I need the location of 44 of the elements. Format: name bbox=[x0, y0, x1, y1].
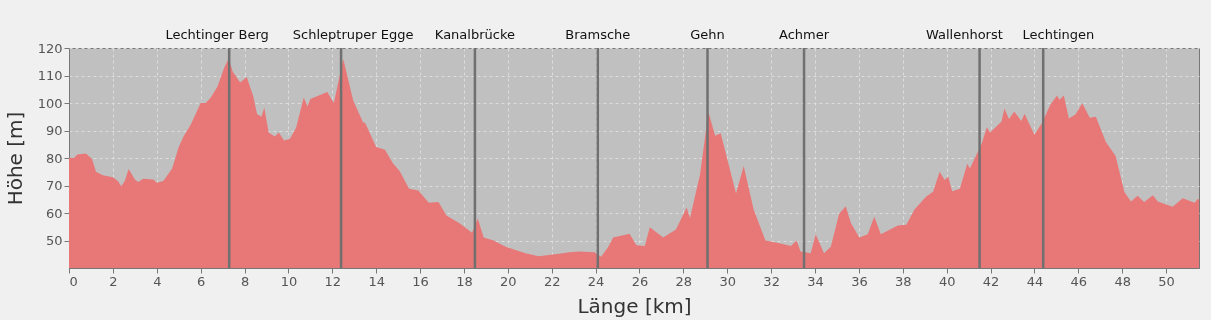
x-tick-label: 16 bbox=[412, 273, 429, 289]
ref-line-label: Bramsche bbox=[565, 27, 631, 42]
y-tick-label: 120 bbox=[37, 40, 63, 56]
y-tick-label: 90 bbox=[45, 123, 63, 138]
x-tick-label: 34 bbox=[807, 273, 824, 289]
x-tick-label: 50 bbox=[1158, 273, 1175, 289]
x-tick-label: 26 bbox=[631, 273, 649, 289]
x-tick-label: 44 bbox=[1026, 273, 1044, 289]
x-tick-label: 4 bbox=[153, 273, 162, 289]
x-tick-label: 38 bbox=[895, 273, 912, 289]
x-tick-label: 46 bbox=[1070, 273, 1088, 289]
y-axis-title: Höhe [m] bbox=[2, 111, 27, 206]
x-tick-label: 36 bbox=[851, 273, 868, 289]
x-tick-label: 42 bbox=[982, 273, 1000, 289]
y-tick-label: 70 bbox=[45, 178, 63, 193]
ref-line-label: Lechtingen bbox=[1022, 27, 1095, 42]
x-tick-label: 30 bbox=[719, 273, 737, 289]
x-tick-label: 0 bbox=[69, 273, 78, 289]
y-tick-label: 50 bbox=[45, 233, 63, 248]
ref-line-label: Lechtinger Berg bbox=[165, 27, 269, 42]
ref-line-label: Wallenhorst bbox=[925, 27, 1003, 42]
x-tick-label: 12 bbox=[324, 273, 342, 289]
x-tick-label: 22 bbox=[543, 273, 561, 289]
ref-line-label: Gehn bbox=[690, 27, 725, 42]
x-tick-label: 32 bbox=[763, 273, 780, 289]
x-axis-title: Länge [km] bbox=[577, 293, 692, 318]
x-tick-label: 18 bbox=[456, 273, 473, 289]
x-tick-label: 8 bbox=[240, 273, 250, 289]
x-tick-label: 28 bbox=[675, 273, 693, 289]
ref-line-label: Kanalbrücke bbox=[434, 27, 515, 42]
x-tick-label: 20 bbox=[500, 273, 517, 289]
x-tick-label: 2 bbox=[109, 273, 118, 289]
x-tick-label: 6 bbox=[197, 273, 206, 289]
x-tick-label: 40 bbox=[938, 273, 956, 289]
ref-line-label: Achmer bbox=[779, 27, 830, 42]
y-tick-label: 60 bbox=[45, 205, 63, 221]
x-tick-label: 14 bbox=[368, 273, 385, 289]
y-tick-label: 80 bbox=[45, 150, 63, 166]
ref-line-label: Schleptruper Egge bbox=[292, 27, 414, 42]
x-tick-label: 10 bbox=[280, 273, 298, 289]
y-tick-label: 110 bbox=[37, 68, 63, 83]
x-tick-label: 24 bbox=[587, 273, 605, 289]
y-tick-label: 100 bbox=[37, 95, 63, 111]
x-tick-label: 48 bbox=[1114, 273, 1131, 289]
